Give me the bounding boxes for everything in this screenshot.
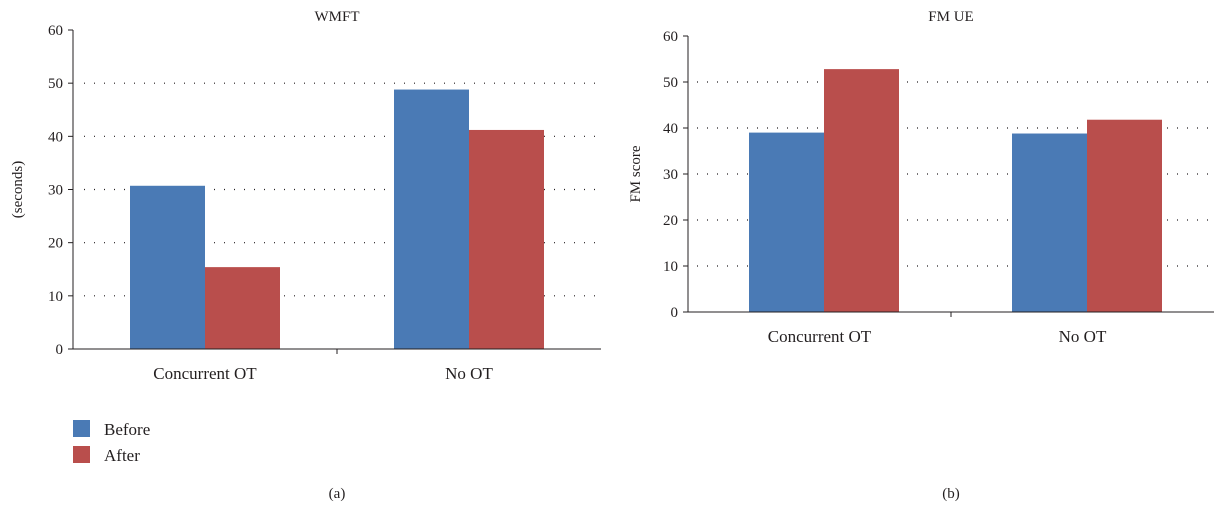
bar-before-1: [130, 185, 205, 349]
y-tick-label: 50: [48, 76, 63, 92]
chart-title: WMFT: [315, 9, 360, 25]
y-axis-label: FM score: [628, 145, 644, 202]
y-tick-label: 10: [48, 289, 63, 305]
y-axis-label: (seconds): [10, 161, 26, 218]
legend-swatch-before: [73, 420, 90, 437]
bar-before-2: [1012, 133, 1087, 312]
chart-panel-a: WMFT 0 10 20 30 40 50 60 Concurrent OT No OT (seco…: [10, 9, 601, 502]
panel-label: (b): [942, 486, 960, 502]
legend-label-after: After: [104, 446, 140, 465]
bar-before-1: [749, 132, 824, 312]
legend: Before After: [73, 420, 150, 465]
y-tick-label: 0: [671, 305, 679, 321]
legend-swatch-after: [73, 446, 90, 463]
bar-after-2: [1087, 119, 1162, 312]
y-tick-label: 40: [48, 129, 63, 145]
chart-panel-b: FM UE 0 10 20 30 40 50 60 Concurrent OT No OT FM s…: [628, 9, 1214, 502]
chart-title: FM UE: [928, 9, 973, 25]
bar-after-2: [469, 129, 544, 349]
bar-before-2: [394, 89, 469, 350]
x-tick-label: Concurrent OT: [153, 364, 257, 383]
y-tick-label: 10: [663, 259, 678, 275]
y-tick-label: 0: [56, 342, 64, 358]
y-tick-label: 30: [663, 167, 678, 183]
x-tick-label: No OT: [1059, 327, 1107, 346]
legend-label-before: Before: [104, 420, 150, 439]
y-tick-label: 50: [663, 75, 678, 91]
x-tick-label: No OT: [445, 364, 493, 383]
y-tick-label: 60: [48, 23, 63, 39]
y-tick-label: 60: [663, 29, 678, 45]
bar-after-1: [205, 267, 280, 349]
y-tick-label: 40: [663, 121, 678, 137]
y-tick-label: 20: [48, 236, 63, 252]
y-tick-label: 30: [48, 183, 63, 199]
y-tick-label: 20: [663, 213, 678, 229]
bar-after-1: [824, 69, 899, 313]
panel-label: (a): [329, 486, 346, 502]
x-tick-label: Concurrent OT: [768, 327, 872, 346]
